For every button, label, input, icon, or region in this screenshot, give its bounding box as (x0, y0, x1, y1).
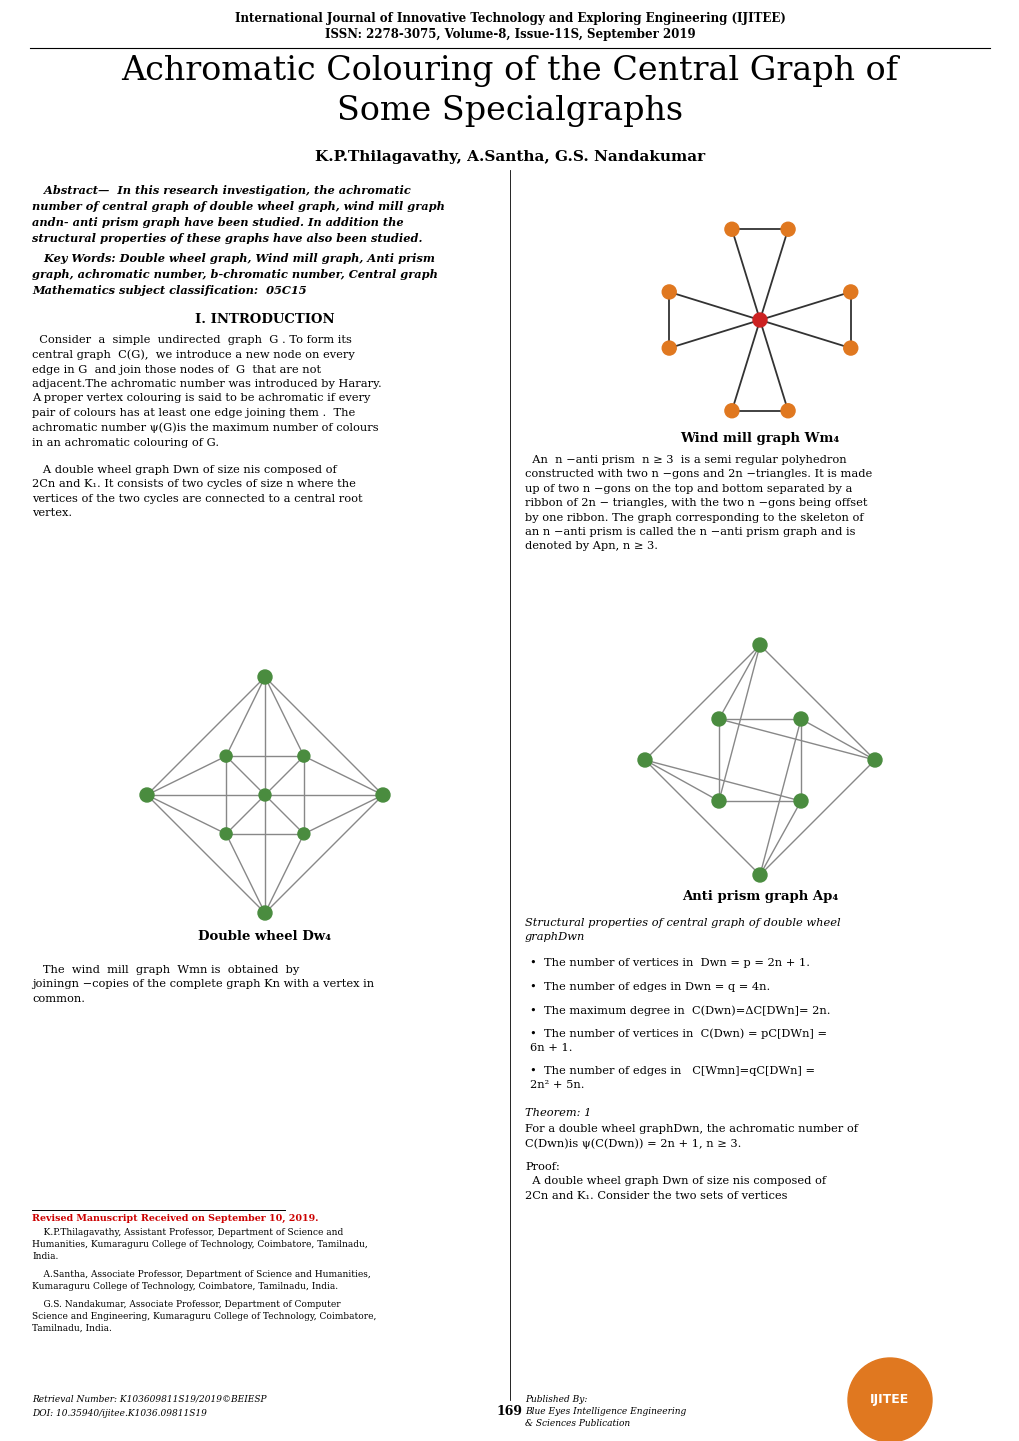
Circle shape (793, 712, 807, 726)
Text: Key Words: Double wheel graph, Wind mill graph, Anti prism
graph, achromatic num: Key Words: Double wheel graph, Wind mill… (32, 254, 437, 295)
Text: I. INTRODUCTION: I. INTRODUCTION (195, 313, 334, 326)
Text: Double wheel Dw₄: Double wheel Dw₄ (199, 929, 331, 942)
Circle shape (259, 790, 271, 801)
Circle shape (752, 313, 766, 327)
Circle shape (781, 403, 794, 418)
Circle shape (843, 285, 857, 298)
Circle shape (258, 906, 272, 919)
Text: Achromatic Colouring of the Central Graph of: Achromatic Colouring of the Central Grap… (121, 55, 898, 86)
Text: •  The number of edges in Dwn = q = 4n.: • The number of edges in Dwn = q = 4n. (530, 981, 769, 991)
Text: Revised Manuscript Received on September 10, 2019.: Revised Manuscript Received on September… (32, 1213, 318, 1223)
Circle shape (711, 794, 726, 808)
Circle shape (298, 829, 310, 840)
Text: •  The number of edges in   C[Wmn]=qC[DWn] =
2n² + 5n.: • The number of edges in C[Wmn]=qC[DWn] … (530, 1065, 814, 1089)
Circle shape (711, 712, 726, 726)
Circle shape (867, 754, 881, 767)
Text: The  wind  mill  graph  Wmn is  obtained  by
joiningn −copies of the complete gr: The wind mill graph Wmn is obtained by j… (32, 965, 374, 1004)
Text: Published By:
Blue Eyes Intelligence Engineering
& Sciences Publication: Published By: Blue Eyes Intelligence Eng… (525, 1395, 686, 1428)
Text: K.P.Thilagavathy, Assistant Professor, Department of Science and
Humanities, Kum: K.P.Thilagavathy, Assistant Professor, D… (32, 1228, 368, 1261)
Text: An  n −anti prism  n ≥ 3  is a semi regular polyhedron
constructed with two n −g: An n −anti prism n ≥ 3 is a semi regular… (525, 455, 871, 552)
Text: IJITEE: IJITEE (869, 1393, 909, 1406)
Text: ISSN: 2278-3075, Volume-8, Issue-11S, September 2019: ISSN: 2278-3075, Volume-8, Issue-11S, Se… (324, 27, 695, 40)
Text: Proof:: Proof: (525, 1161, 559, 1172)
Circle shape (752, 867, 766, 882)
Text: A double wheel graph Dwn of size nis composed of
2Cn and K₁. Consider the two se: A double wheel graph Dwn of size nis com… (525, 1176, 825, 1200)
Text: A.Santha, Associate Professor, Department of Science and Humanities,
Kumaraguru : A.Santha, Associate Professor, Departmen… (32, 1270, 370, 1291)
Circle shape (220, 829, 232, 840)
Text: Abstract—  In this research investigation, the achromatic
number of central grap: Abstract— In this research investigation… (32, 184, 444, 244)
Circle shape (258, 670, 272, 684)
Text: For a double wheel graphDwn, the achromatic number of
C(Dwn)is ψ(C(Dwn)) = 2n + : For a double wheel graphDwn, the achroma… (525, 1124, 857, 1148)
Text: Anti prism graph Ap₄: Anti prism graph Ap₄ (682, 891, 838, 904)
Text: G.S. Nandakumar, Associate Professor, Department of Computer
Science and Enginee: G.S. Nandakumar, Associate Professor, De… (32, 1300, 376, 1333)
Circle shape (661, 285, 676, 298)
Circle shape (637, 754, 651, 767)
Text: Consider  a  simple  undirected  graph  G . To form its
central graph  C(G),  we: Consider a simple undirected graph G . T… (32, 334, 381, 448)
Circle shape (725, 222, 738, 236)
Circle shape (847, 1357, 931, 1441)
Circle shape (725, 403, 738, 418)
Text: 169: 169 (496, 1405, 523, 1418)
Text: Theorem: 1: Theorem: 1 (525, 1108, 591, 1118)
Text: •  The number of vertices in  Dwn = p = 2n + 1.: • The number of vertices in Dwn = p = 2n… (530, 958, 809, 968)
Text: •  The number of vertices in  C(Dwn) = pC[DWn] =
6n + 1.: • The number of vertices in C(Dwn) = pC[… (530, 1029, 826, 1053)
Circle shape (140, 788, 154, 803)
Circle shape (298, 751, 310, 762)
Text: Retrieval Number: K103609811S19/2019©BEIESP: Retrieval Number: K103609811S19/2019©BEI… (32, 1395, 266, 1404)
Circle shape (752, 638, 766, 651)
Circle shape (843, 342, 857, 354)
Text: Structural properties of central graph of double wheel
graphDwn: Structural properties of central graph o… (525, 918, 840, 942)
Text: K.P.Thilagavathy, A.Santha, G.S. Nandakumar: K.P.Thilagavathy, A.Santha, G.S. Nandaku… (315, 150, 704, 164)
Circle shape (793, 794, 807, 808)
Text: DOI: 10.35940/ijitee.K1036.09811S19: DOI: 10.35940/ijitee.K1036.09811S19 (32, 1409, 207, 1418)
Circle shape (376, 788, 389, 803)
Text: International Journal of Innovative Technology and Exploring Engineering (IJITEE: International Journal of Innovative Tech… (234, 12, 785, 24)
Text: Some Specialgraphs: Some Specialgraphs (336, 95, 683, 127)
Text: A double wheel graph Dwn of size nis composed of
2Cn and K₁. It consists of two : A double wheel graph Dwn of size nis com… (32, 465, 363, 519)
Circle shape (781, 222, 794, 236)
Circle shape (661, 342, 676, 354)
Text: •  The maximum degree in  C(Dwn)=ΔC[DWn]= 2n.: • The maximum degree in C(Dwn)=ΔC[DWn]= … (530, 1004, 829, 1016)
Circle shape (220, 751, 232, 762)
Text: Wind mill graph Wm₄: Wind mill graph Wm₄ (680, 432, 839, 445)
